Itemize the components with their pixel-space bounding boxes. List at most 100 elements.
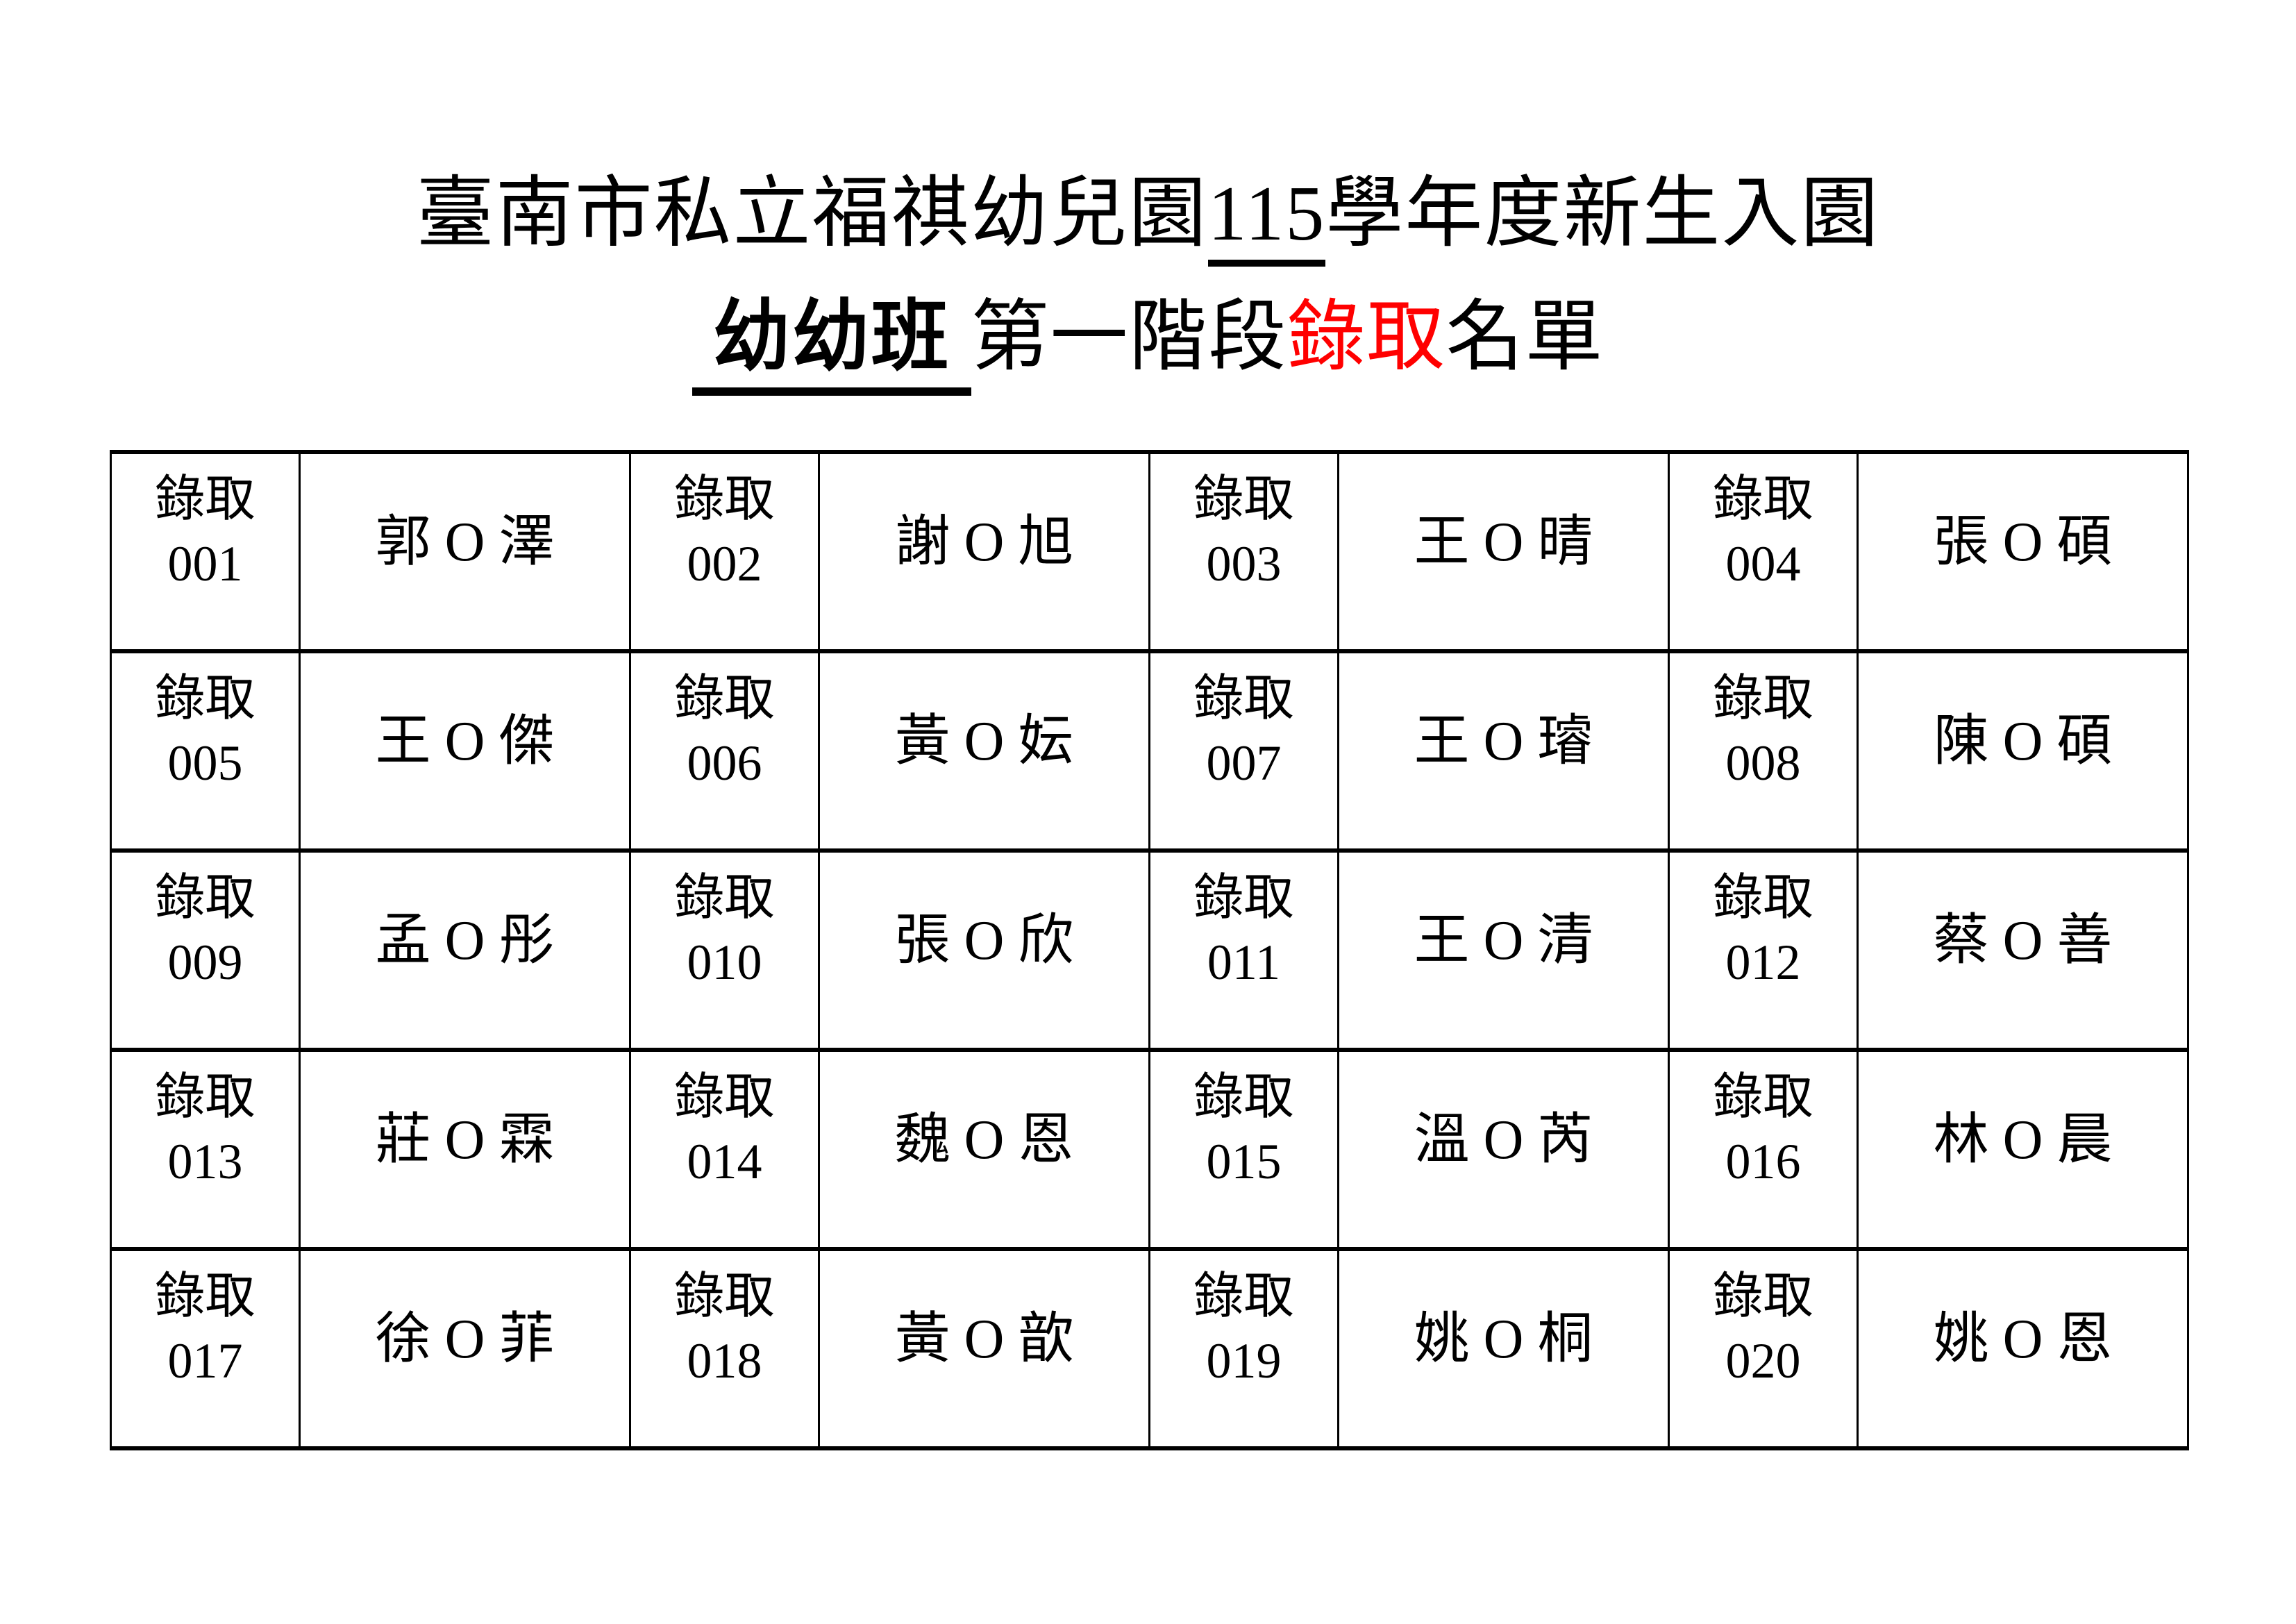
admission-number-cell: 錄取 012 — [1668, 848, 1859, 1052]
admission-label: 錄取 — [1193, 1269, 1294, 1325]
admission-number-cell: 錄取 006 — [629, 649, 820, 853]
student-name: 徐 O 菲 — [375, 1308, 555, 1370]
student-name-cell: 林 O 晨 — [1857, 1048, 2189, 1251]
admission-number: 006 — [687, 735, 762, 791]
admission-number-cell: 錄取 011 — [1148, 848, 1339, 1052]
admission-number: 014 — [687, 1133, 762, 1189]
admission-number-cell: 錄取 015 — [1148, 1048, 1339, 1251]
admission-number: 016 — [1725, 1133, 1801, 1189]
student-name: 謝 O 旭 — [894, 511, 1074, 573]
title-academic-year-underlined: 115 — [1207, 171, 1326, 267]
student-name-cell: 蔡 O 善 — [1857, 848, 2189, 1052]
admission-number: 001 — [167, 535, 243, 592]
admission-number: 005 — [167, 735, 243, 791]
page-title-line1: 臺南市私立福祺幼兒園115學年度新生入園 — [0, 165, 2296, 267]
admission-number-cell: 錄取 016 — [1668, 1048, 1859, 1251]
admission-label: 錄取 — [1193, 471, 1294, 528]
admission-number: 013 — [167, 1133, 243, 1189]
admission-label: 錄取 — [1193, 870, 1294, 926]
student-name: 張 O 碩 — [1933, 511, 2113, 573]
admission-label: 錄取 — [674, 671, 775, 727]
admission-number: 007 — [1206, 735, 1282, 791]
admission-number-cell: 錄取 009 — [110, 848, 301, 1052]
admission-table: 錄取 001 郭 O 澤錄取 002 謝 O 旭錄取 003 王 O 晴錄取 004 張 O 碩… — [110, 450, 2189, 1450]
admission-number: 019 — [1206, 1332, 1282, 1389]
student-name: 王 O 璿 — [1414, 710, 1593, 772]
admission-number: 017 — [167, 1332, 243, 1389]
student-name-cell: 張 O 欣 — [818, 848, 1150, 1052]
student-name: 蔡 O 善 — [1933, 910, 2113, 971]
title-stage-text: 第一階段 — [971, 294, 1288, 380]
student-name-cell: 徐 O 菲 — [299, 1247, 631, 1450]
admission-label: 錄取 — [1713, 471, 1813, 528]
student-name-cell: 孟 O 彤 — [299, 848, 631, 1052]
admission-label: 錄取 — [155, 671, 255, 727]
table-row: 錄取 017 徐 O 菲 錄取 018 黃 O 歆 錄取 019 姚 O 桐 錄取 020 姚 O 恩 — [110, 1247, 2189, 1450]
page-title-line2: 幼幼班 第一階段錄取名單 — [0, 289, 2296, 396]
admission-number-cell: 錄取 013 — [110, 1048, 301, 1251]
table-row: 錄取 013 莊 O 霖 錄取 014 魏 O 恩 錄取 015 溫 O 芮 錄取 016 林 O 晨 — [110, 1048, 2189, 1251]
admission-number-cell: 錄取 017 — [110, 1247, 301, 1450]
admission-number: 020 — [1725, 1332, 1801, 1389]
admission-number-cell: 錄取 007 — [1148, 649, 1339, 853]
table-row: 錄取 005 王 O 傑 錄取 006 黃 O 妘 錄取 007 王 O 璿 錄取 008 陳 O 碩 — [110, 649, 2189, 853]
table-row: 錄取 001 郭 O 澤 錄取 002 謝 O 旭 錄取 003 王 O 晴 錄取 004 張 O 碩 — [110, 450, 2189, 653]
student-name-cell: 王 O 傑 — [299, 649, 631, 853]
admission-label: 錄取 — [1193, 671, 1294, 727]
admission-number-cell: 錄取 002 — [629, 450, 820, 653]
admission-number-cell: 錄取 010 — [629, 848, 820, 1052]
admission-number: 011 — [1207, 934, 1281, 990]
title-line1-suffix: 學年度新生入園 — [1325, 171, 1880, 257]
student-name: 魏 O 恩 — [894, 1109, 1074, 1171]
admission-label: 錄取 — [674, 471, 775, 528]
admission-number: 018 — [687, 1332, 762, 1389]
student-name: 林 O 晨 — [1933, 1109, 2113, 1171]
admission-label: 錄取 — [155, 1069, 255, 1125]
student-name-cell: 溫 O 芮 — [1337, 1048, 1670, 1251]
student-name-cell: 莊 O 霖 — [299, 1048, 631, 1251]
student-name-cell: 黃 O 妘 — [818, 649, 1150, 853]
title-school-name: 臺南市私立福祺幼兒園 — [416, 171, 1208, 257]
student-name-cell: 姚 O 恩 — [1857, 1247, 2189, 1450]
student-name: 溫 O 芮 — [1414, 1109, 1593, 1171]
student-name: 黃 O 歆 — [894, 1308, 1074, 1370]
student-name: 黃 O 妘 — [894, 710, 1074, 772]
admission-number-cell: 錄取 003 — [1148, 450, 1339, 653]
admission-number: 003 — [1206, 535, 1282, 592]
admission-number: 012 — [1725, 934, 1801, 990]
student-name: 莊 O 霖 — [375, 1109, 555, 1171]
student-name: 王 O 傑 — [375, 710, 555, 772]
admission-number: 009 — [167, 934, 243, 990]
admission-number-cell: 錄取 020 — [1668, 1247, 1859, 1450]
student-name: 王 O 清 — [1414, 910, 1593, 971]
student-name-cell: 王 O 璿 — [1337, 649, 1670, 853]
student-name-cell: 謝 O 旭 — [818, 450, 1150, 653]
admission-number-cell: 錄取 004 — [1668, 450, 1859, 653]
admission-number: 015 — [1206, 1133, 1282, 1189]
admission-number-cell: 錄取 019 — [1148, 1247, 1339, 1450]
admission-number: 004 — [1725, 535, 1801, 592]
title-admitted-highlight: 錄取 — [1287, 294, 1446, 380]
student-name: 陳 O 碩 — [1933, 710, 2113, 772]
student-name: 郭 O 澤 — [375, 511, 555, 573]
admission-label: 錄取 — [1713, 870, 1813, 926]
admission-label: 錄取 — [674, 1269, 775, 1325]
admission-number: 008 — [1725, 735, 1801, 791]
student-name-cell: 張 O 碩 — [1857, 450, 2189, 653]
admission-number-cell: 錄取 005 — [110, 649, 301, 853]
student-name: 張 O 欣 — [894, 910, 1074, 971]
student-name-cell: 姚 O 桐 — [1337, 1247, 1670, 1450]
admission-number-cell: 錄取 008 — [1668, 649, 1859, 853]
admission-number-cell: 錄取 018 — [629, 1247, 820, 1450]
admission-label: 錄取 — [1193, 1069, 1294, 1125]
admission-label: 錄取 — [674, 1069, 775, 1125]
student-name: 姚 O 桐 — [1414, 1308, 1593, 1370]
admission-number: 010 — [687, 934, 762, 990]
admission-label: 錄取 — [1713, 1069, 1813, 1125]
student-name-cell: 陳 O 碩 — [1857, 649, 2189, 853]
admission-label: 錄取 — [1713, 671, 1813, 727]
admission-label: 錄取 — [674, 870, 775, 926]
admission-label: 錄取 — [155, 870, 255, 926]
admission-number-cell: 錄取 001 — [110, 450, 301, 653]
